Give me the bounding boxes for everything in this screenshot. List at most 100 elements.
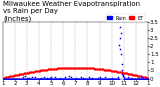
Point (94, 68, 96, 69)
Point (30, 71, 33, 73)
Point (73, 67, 75, 68)
Point (136, 75, 138, 76)
Point (140, 78, 143, 79)
Point (73, 67, 76, 68)
Point (134, 74, 136, 76)
Point (38, 70, 41, 71)
Point (122, 75, 124, 77)
Point (81, 67, 84, 68)
Point (46, 78, 48, 79)
Point (20, 78, 22, 79)
Point (3, 77, 5, 78)
Point (92, 78, 94, 79)
Point (71, 78, 74, 79)
Point (145, 77, 148, 78)
Point (116, 78, 118, 79)
Point (61, 67, 63, 69)
Point (74, 78, 77, 79)
Point (2, 77, 4, 79)
Point (97, 68, 100, 70)
Point (16, 74, 18, 76)
Point (100, 69, 103, 70)
Point (93, 68, 95, 69)
Point (53, 68, 56, 69)
Point (145, 77, 148, 78)
Point (127, 73, 130, 74)
Point (28, 72, 31, 73)
Point (31, 71, 33, 73)
Point (123, 78, 126, 79)
Point (38, 70, 40, 71)
Point (50, 78, 52, 79)
Point (90, 78, 92, 79)
Point (101, 69, 104, 70)
Point (27, 72, 30, 73)
Point (128, 78, 130, 79)
Point (114, 78, 116, 79)
Point (144, 78, 147, 79)
Point (83, 67, 85, 69)
Point (108, 70, 111, 71)
Point (126, 73, 128, 74)
Point (139, 78, 142, 79)
Point (8, 76, 10, 77)
Point (70, 67, 72, 68)
Point (83, 78, 85, 79)
Point (110, 78, 112, 79)
Point (68, 67, 70, 68)
Point (83, 67, 86, 69)
Point (41, 70, 43, 71)
Point (62, 78, 65, 79)
Point (61, 78, 63, 79)
Point (111, 78, 114, 79)
Point (138, 75, 141, 77)
Point (51, 68, 53, 70)
Point (61, 78, 64, 79)
Point (63, 78, 65, 79)
Point (71, 67, 73, 68)
Point (103, 69, 106, 70)
Point (74, 67, 77, 68)
Point (106, 69, 108, 71)
Point (64, 67, 66, 69)
Point (89, 68, 92, 69)
Point (145, 78, 148, 79)
Point (95, 78, 97, 79)
Point (34, 76, 36, 77)
Point (119, 49, 121, 50)
Point (73, 67, 76, 68)
Point (94, 78, 97, 79)
Point (135, 78, 138, 79)
Point (5, 78, 7, 79)
Point (54, 68, 57, 69)
Point (98, 78, 101, 79)
Point (55, 78, 58, 79)
Point (97, 78, 100, 79)
Point (124, 78, 127, 79)
Point (18, 74, 20, 75)
Point (49, 68, 52, 70)
Point (41, 78, 43, 79)
Point (48, 69, 51, 70)
Point (24, 73, 26, 74)
Point (11, 75, 13, 77)
Point (135, 78, 137, 79)
Point (117, 71, 120, 73)
Point (84, 78, 87, 79)
Point (12, 78, 15, 79)
Point (15, 78, 18, 79)
Point (119, 26, 122, 27)
Point (96, 68, 99, 70)
Point (141, 76, 144, 77)
Point (5, 76, 8, 78)
Point (124, 72, 126, 74)
Point (47, 69, 50, 70)
Point (82, 77, 85, 78)
Point (101, 69, 103, 70)
Point (144, 77, 146, 78)
Point (53, 68, 56, 69)
Point (144, 78, 146, 79)
Point (82, 67, 85, 69)
Point (52, 78, 54, 79)
Point (125, 73, 128, 74)
